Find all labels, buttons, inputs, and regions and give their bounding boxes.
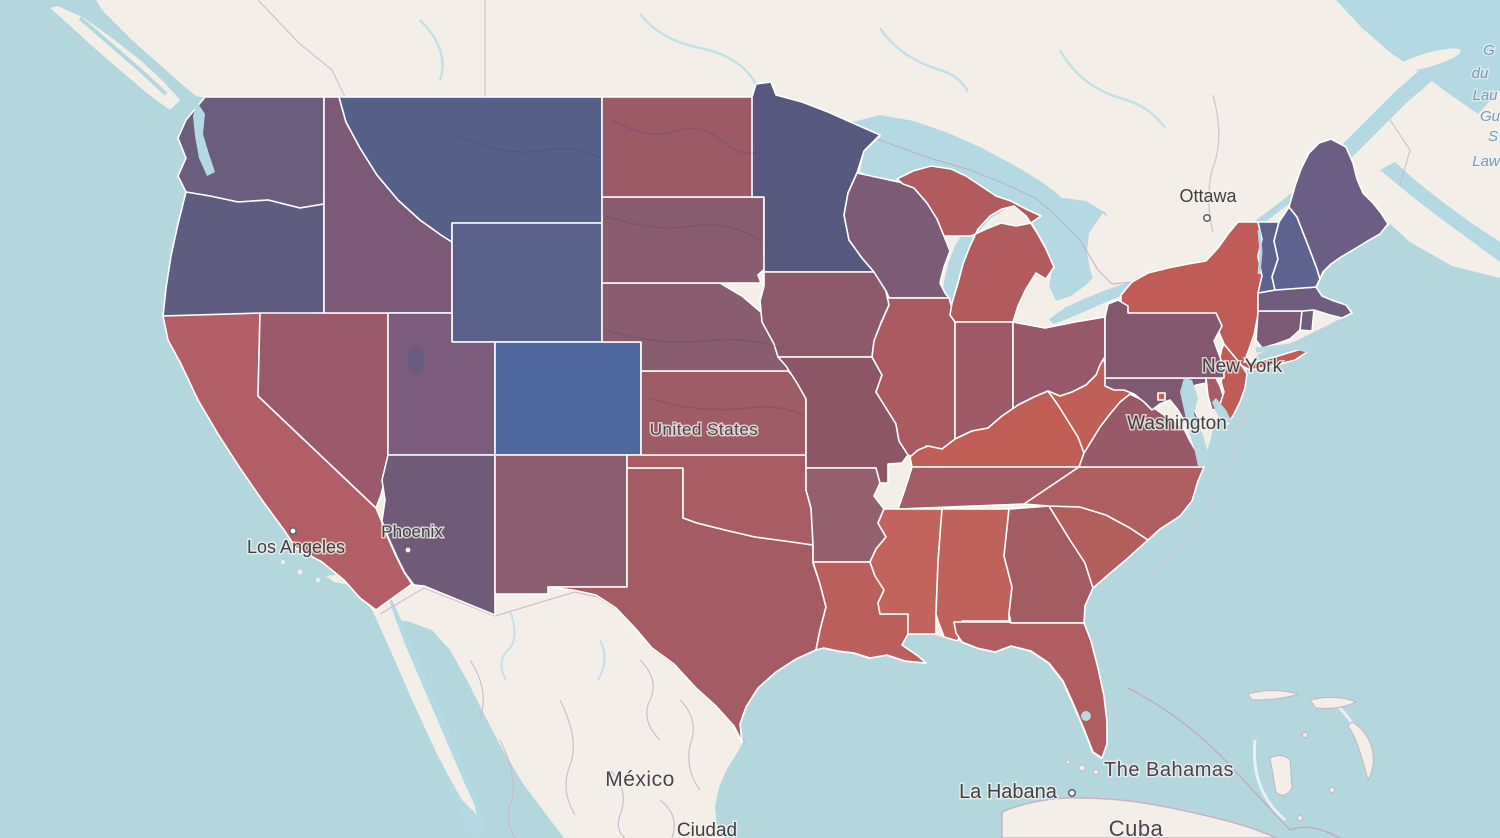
cuba [1001,797,1277,838]
bahamas-islands [1127,687,1374,838]
canada-rivers [419,13,1167,129]
state-ia[interactable]: Iowa [759,271,890,358]
states-layer: WashingtonOregonCaliforniaNevadaIdahoMon… [162,81,1389,759]
water-label-lau: Lau [1472,87,1498,104]
state-ar[interactable]: Arkansas [805,467,887,563]
water-label-du: du [1472,65,1489,82]
ontario-peninsula [1087,213,1212,301]
great-salt-lake [407,347,425,373]
city-label-new-york: New York [1202,356,1283,377]
puget-sound [193,102,215,176]
water-label-s: S [1488,128,1498,145]
city-label-phoenix: Phoenix [381,522,443,541]
water-label-gu: Gu [1480,108,1500,125]
lake-champlain [1257,229,1263,275]
state-sd[interactable]: South Dakota [601,196,771,284]
state-fl[interactable]: Florida [953,621,1108,759]
city-marker-ottawa [1203,214,1212,223]
delaware-bay [1212,398,1232,424]
bahamas-boundary-line [1127,687,1341,838]
lake-superior [845,115,1060,218]
country-label-the-bahamas: The Bahamas [1104,759,1234,781]
canada-admin-borders [257,0,1411,233]
florida-keys [1065,759,1099,775]
city-marker-la-habana [1068,788,1077,797]
state-wy[interactable]: Wyoming [451,222,603,343]
city-label-ottawa: Ottawa [1179,186,1237,206]
bay-of-fundy [1380,162,1500,262]
anticosti-island [1395,48,1461,72]
state-ks[interactable]: Kansas [640,370,807,456]
state-or[interactable]: Oregon [162,191,325,317]
country-label-united-states: United States [650,420,759,439]
vancouver-island [50,6,180,110]
country-label-méxico: México [605,768,675,791]
state-ri[interactable]: Rhode Island [1299,309,1315,332]
city-label-washington: Washington [1127,413,1227,434]
state-nd[interactable]: North Dakota [601,96,762,198]
lake-okeechobee [1081,711,1091,721]
mexico-rivers [500,609,606,681]
state-co[interactable]: Colorado [494,341,642,456]
city-label-los-angeles: Los Angeles [247,537,345,557]
water-label-g: G [1483,42,1495,59]
atlantic-boundary-line [1149,407,1247,577]
long-island-sound [1255,343,1313,354]
vancouver-island-channel [78,16,168,96]
state-nc[interactable]: North Carolina [1023,466,1205,541]
baja-california [326,570,477,815]
lake-erie [1049,282,1133,324]
state-dc[interactable]: District of Columbia [1157,392,1166,401]
state-ny[interactable]: New York [1120,221,1311,371]
country-label-cuba: Cuba [1109,816,1164,838]
city-marker-phoenix [403,545,412,554]
labels-layer: United States México Cuba The Bahamas Ottawa… [245,41,1500,838]
state-ca[interactable]: California [162,312,413,611]
chesapeake-bay [1180,378,1208,466]
city-label-la-habana: La Habana [959,781,1058,803]
water-overlays [193,102,1313,721]
state-me[interactable]: Maine [1288,138,1389,280]
state-pa[interactable]: Pennsylvania [1104,299,1225,379]
state-mi[interactable]: Michigan [896,165,1055,323]
us-rivers [454,119,805,417]
lake-huron [1026,197,1113,301]
water-label-law: Law [1472,153,1500,170]
channel-islands [281,560,320,582]
state-nm[interactable]: New Mexico [494,454,628,595]
city-label-ciudad: Ciudad [677,820,737,838]
city-marker-los-angeles [288,526,297,535]
